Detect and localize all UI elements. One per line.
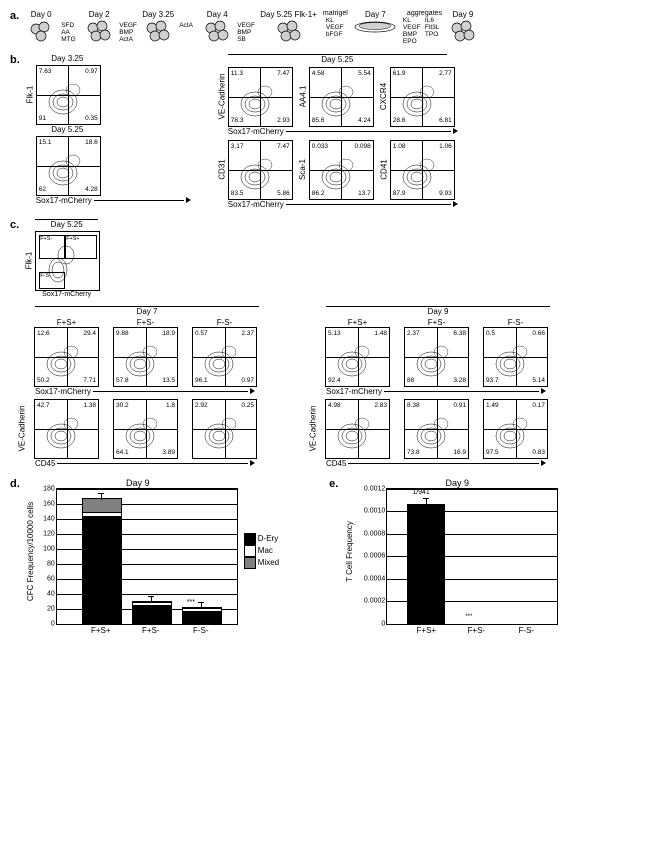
y-axis-label: Flk-1 (25, 252, 34, 270)
stage-3: Day 4 (202, 10, 232, 44)
factors-1: VEGFBMPActA (119, 10, 137, 43)
facs-plot: 0.50.6693.75.14 (483, 327, 548, 387)
facs-plot: 7.630.97910.35 (36, 65, 101, 125)
facs-gate-plot: F+S- F+S+ F-S- (35, 231, 100, 291)
facs-plot: 9.8818.957.813.5 (113, 327, 178, 387)
panel-c-day7: Day 7 F+S+ F+S- F-S- 12.629.450.27.719.8… (10, 306, 271, 468)
stage-4: Day 5.25 Flk-1+ (260, 10, 317, 44)
y-axis-label: CFC Frequency/10000 cells (26, 501, 35, 600)
matrigel-label: matrigel (323, 10, 348, 17)
facs-plot: 3.177.4783.55.86 (228, 140, 293, 200)
facs-plot: 1.081.0687.99.93 (390, 140, 455, 200)
facs-plot: 4.982.83 (325, 399, 390, 459)
facs-plot: 2.920.25 (192, 399, 257, 459)
aggregates-label: aggregates (407, 10, 442, 17)
factors-5: KLVEGFBMPEPO (403, 17, 421, 46)
facs-plot: 61.92.7728.66.81 (390, 67, 455, 127)
cells-icon (84, 19, 114, 44)
stage-1: Day 2 (84, 10, 114, 44)
stage-6: Day 9 (448, 10, 478, 44)
x-axis-label: Sox17-mCherry (228, 200, 284, 209)
panel-b: b. Day 3.25Flk-17.630.97910.35Day 5.2515… (10, 54, 640, 209)
dish-icon (353, 19, 398, 34)
panel-c: c. Day 5.25 Flk-1 F+S- F+S+ F-S- Sox17-m… (10, 219, 640, 468)
cells-icon (26, 19, 56, 44)
cells-icon (143, 19, 173, 44)
facs-plot: 42.71.38 (34, 399, 99, 459)
panel-b-right-title: Day 5.25 (228, 54, 447, 64)
panels-d-e: d. CFC Frequency/10000 cells Day 9 02040… (10, 478, 640, 625)
factors-6: IL6Flt3LTPO (425, 17, 443, 46)
stage-5: Day 7 (353, 10, 398, 34)
stage-0: Day 0 (26, 10, 56, 44)
x-axis-label: Sox17-mCherry (228, 127, 284, 136)
panel-e: e. T Cell Frequency Day 9 00.00020.00040… (329, 478, 558, 625)
facs-plot: 11.37.4778.32.93 (228, 67, 293, 127)
gate-title: Day 5.25 (35, 219, 98, 229)
factors-2: ActA (179, 10, 197, 29)
bar-chart-e: 00.00020.00040.00060.00080.00100.00121/9… (386, 488, 558, 625)
bar-chart-d: 020406080100120140160180F+S+F+S-F-S-*** (56, 488, 238, 625)
cells-icon (202, 19, 232, 44)
chart-title: Day 9 (38, 478, 238, 488)
facs-plot: 4.585.5485.64.24 (309, 67, 374, 127)
panel-e-label: e. (329, 478, 338, 625)
factors-0: SFDAAMTG (61, 10, 79, 43)
factors-3: VEGFBMPSB (237, 10, 255, 43)
panel-b-label: b. (10, 54, 20, 66)
x-axis-label: Sox17-mCherry (42, 291, 91, 298)
facs-plot: 12.629.450.27.71 (34, 327, 99, 387)
cells-icon (448, 19, 478, 44)
facs-plot: 0.572.3796.10.97 (192, 327, 257, 387)
factors-4: KLVEGFbFGF (326, 17, 344, 38)
facs-plot: 2.376.38883.28 (404, 327, 469, 387)
x-axis-label: Sox17-mCherry (36, 196, 92, 205)
panel-b-right: Day 5.25 VE-Cadherin11.37.4778.32.93AA4.… (216, 54, 459, 209)
panel-d: d. CFC Frequency/10000 cells Day 9 02040… (10, 478, 279, 625)
facs-plot: 1.490.1797.50.83 (483, 399, 548, 459)
y-axis-label: T Cell Frequency (345, 521, 354, 582)
panel-a-label: a. (10, 10, 19, 22)
facs-plot: 5.131.4892.4 (325, 327, 390, 387)
cells-icon (274, 19, 304, 44)
facs-plot: 15.118.6624.28 (36, 136, 101, 196)
facs-plot: 30.21.864.13.89 (113, 399, 178, 459)
panel-d-label: d. (10, 478, 20, 625)
stage-2: Day 3.25 (142, 10, 174, 44)
panel-b-left: Day 3.25Flk-17.630.97910.35Day 5.2515.11… (24, 54, 191, 205)
panel-c-day9: Day 9 F+S+ F+S- F-S- 5.131.4892.42.376.3… (301, 306, 562, 468)
panel-c-label: c. (10, 219, 19, 231)
panel-a: a. Day 0 SFDAAMTG Day 2 VEGFBMPActA Day … (10, 10, 640, 46)
facs-plot: 0.0330.09886.213.7 (309, 140, 374, 200)
facs-plot: 8.380.9173.816.9 (404, 399, 469, 459)
legend: D-Ery Mac Mixed (244, 533, 279, 625)
